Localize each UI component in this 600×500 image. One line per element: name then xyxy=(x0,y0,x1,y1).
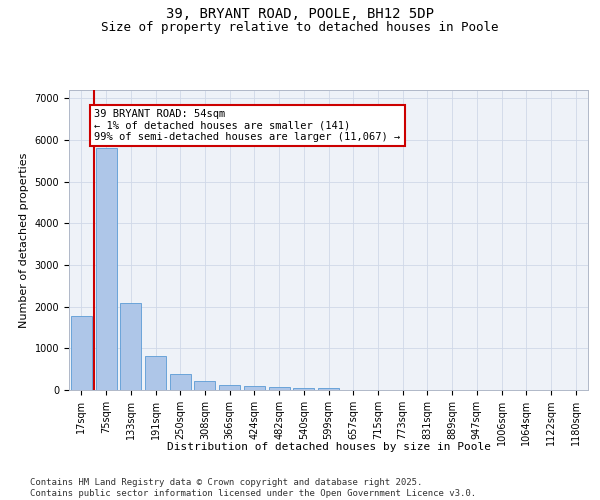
Bar xyxy=(194,381,215,390)
Text: 39 BRYANT ROAD: 54sqm
← 1% of detached houses are smaller (141)
99% of semi-deta: 39 BRYANT ROAD: 54sqm ← 1% of detached h… xyxy=(94,109,400,142)
Bar xyxy=(95,148,116,390)
Bar xyxy=(293,388,314,390)
Bar xyxy=(219,385,240,390)
Bar xyxy=(120,304,141,390)
Bar xyxy=(145,356,166,390)
Text: 39, BRYANT ROAD, POOLE, BH12 5DP: 39, BRYANT ROAD, POOLE, BH12 5DP xyxy=(166,8,434,22)
Bar xyxy=(71,316,92,390)
Bar xyxy=(269,387,290,390)
Y-axis label: Number of detached properties: Number of detached properties xyxy=(19,152,29,328)
Text: Distribution of detached houses by size in Poole: Distribution of detached houses by size … xyxy=(167,442,491,452)
Bar xyxy=(318,388,339,390)
Bar xyxy=(244,386,265,390)
Text: Size of property relative to detached houses in Poole: Size of property relative to detached ho… xyxy=(101,22,499,35)
Text: Contains HM Land Registry data © Crown copyright and database right 2025.
Contai: Contains HM Land Registry data © Crown c… xyxy=(30,478,476,498)
Bar xyxy=(170,374,191,390)
